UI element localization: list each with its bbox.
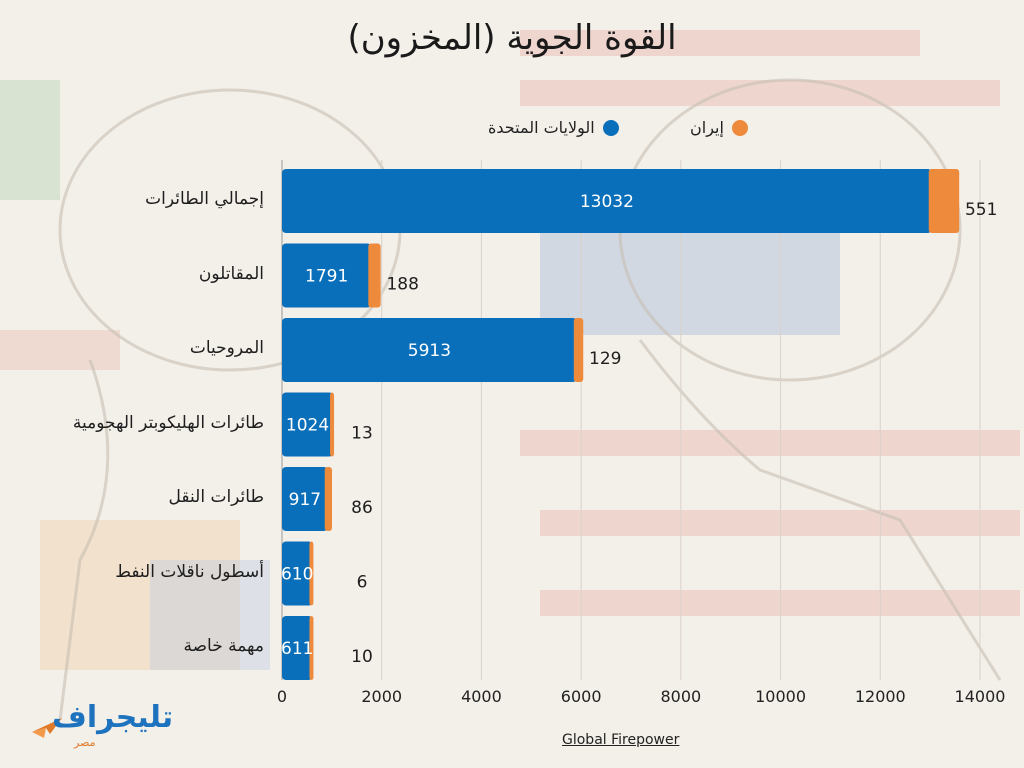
x-tick-label: 4000 (461, 687, 502, 706)
gridlines (281, 160, 981, 680)
legend-label-us: الولايات المتحدة (488, 118, 595, 137)
data-label-us: 13032 (580, 192, 634, 212)
chart-title: القوة الجوية (المخزون) (347, 18, 677, 58)
category-label: طائرات الهليكوبتر الهجومية (72, 412, 264, 433)
x-tick-label: 12000 (855, 687, 906, 706)
logo-subtext: مصر (74, 736, 96, 749)
bar-iran (309, 541, 314, 606)
bar-us (282, 169, 932, 233)
bar-iran (573, 318, 584, 382)
bar-us (282, 243, 372, 308)
data-label-iran: 13 (351, 424, 373, 444)
bars: 13032 551 1791 188 5913 129 1024 13 917 86 610 6 611… (281, 169, 997, 680)
x-tick-label: 2000 (361, 687, 402, 706)
category-label: المقاتلون (198, 263, 264, 284)
data-label-iran: 129 (589, 349, 621, 369)
data-label-us: 610 (281, 565, 313, 585)
legend-label-iran: إيران (690, 118, 724, 137)
bar-us (282, 318, 577, 382)
x-tick-label: 0 (277, 687, 287, 706)
category-label: أسطول ناقلات النفط (115, 561, 264, 582)
data-label-us: 917 (289, 490, 321, 510)
data-label-iran: 188 (386, 275, 418, 295)
brand-logo: تليجراف مصر (30, 700, 180, 756)
bar-iran (330, 392, 335, 457)
data-label-us: 1024 (286, 416, 329, 436)
bar-iran (928, 169, 960, 233)
data-label-iran: 551 (965, 200, 997, 220)
category-label: إجمالي الطائرات (145, 189, 264, 209)
bar-iran (368, 243, 381, 308)
logo-text: تليجراف (52, 700, 174, 735)
category-label: المروحيات (189, 338, 264, 358)
bar-iran (324, 467, 333, 531)
x-axis-ticks: 0 2000 4000 6000 8000 10000 12000 14000 (277, 687, 1006, 706)
data-label-us: 611 (281, 639, 313, 659)
bar-iran (309, 616, 314, 680)
data-label-iran: 6 (357, 573, 368, 593)
data-label-iran: 10 (351, 647, 373, 667)
legend-item-iran: إيران (690, 118, 748, 137)
x-tick-label: 10000 (755, 687, 806, 706)
category-label: طائرات النقل (168, 487, 264, 507)
data-label-us: 5913 (408, 341, 451, 361)
x-tick-label: 6000 (561, 687, 602, 706)
legend-swatch-iran (731, 119, 748, 136)
logo-plane-icon (32, 718, 62, 738)
x-tick-label: 8000 (660, 687, 701, 706)
bar-us (282, 392, 334, 457)
source-link[interactable]: Global Firepower (562, 732, 680, 748)
bar-us (282, 616, 313, 680)
data-label-iran: 86 (351, 498, 373, 518)
legend-item-us: الولايات المتحدة (488, 118, 619, 137)
legend: الولايات المتحدة إيران (0, 118, 1024, 142)
x-tick-label: 14000 (955, 687, 1006, 706)
bar-us (282, 467, 328, 531)
bar-us (282, 541, 313, 606)
category-label: مهمة خاصة (183, 636, 264, 656)
legend-swatch-us (602, 119, 619, 136)
data-label-us: 1791 (305, 267, 348, 287)
